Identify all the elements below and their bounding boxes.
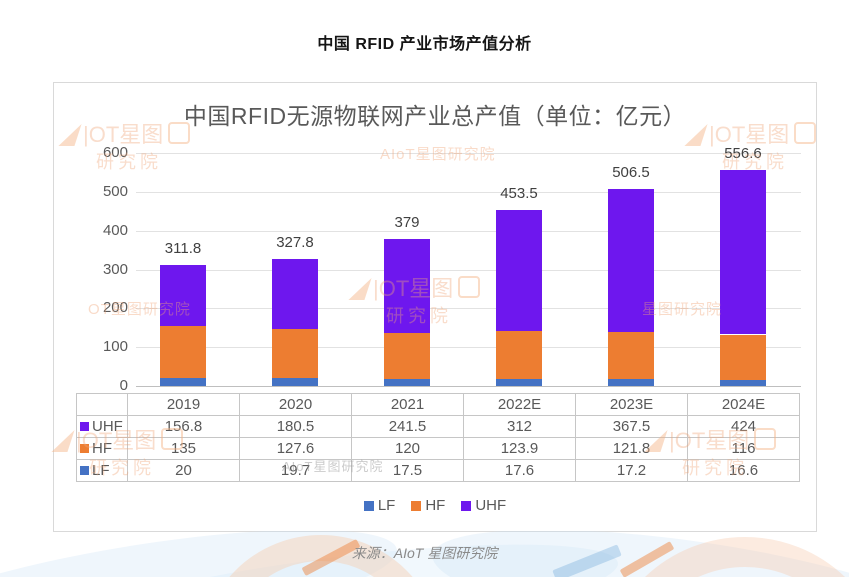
y-axis-tick-label: 600 <box>102 144 128 161</box>
series-marker-icon <box>80 466 89 475</box>
bar-total-label: 506.5 <box>612 164 650 182</box>
table-header-cell: 2024E <box>688 394 800 416</box>
bar-segment-hf-2023E <box>608 332 654 380</box>
bar-total-label: 311.8 <box>164 239 202 257</box>
bar-segment-uhf-2021 <box>384 238 430 333</box>
series-marker-icon <box>80 422 89 431</box>
table-value-cell: 367.5 <box>576 416 688 438</box>
bar-segment-lf-2022E <box>496 379 542 386</box>
y-axis-tick-label: 300 <box>102 260 128 278</box>
source-caption: 来源：AIoT 星图研究院 <box>351 545 498 561</box>
bar-segment-uhf-2022E <box>496 209 542 332</box>
table-value-cell: 17.5 <box>352 460 464 482</box>
bar-total-label: 327.8 <box>276 233 314 251</box>
bar-segment-lf-2019 <box>160 378 206 386</box>
table-value-cell: 17.2 <box>576 460 688 482</box>
table-value-cell: 312 <box>464 416 576 438</box>
series-name: UHF <box>92 418 123 435</box>
legend-label: UHF <box>475 497 507 514</box>
chart-panel: 中国RFID无源物联网产业总产值（单位：亿元） 0 100 200 300 400 500… <box>53 82 817 532</box>
chart-title: 中国RFID无源物联网产业总产值（单位：亿元） <box>183 103 687 129</box>
bar-total-label: 556.6 <box>724 144 762 162</box>
legend-item-hf: HF <box>411 497 445 514</box>
bar-total-label: 453.5 <box>500 184 538 202</box>
legend-label: LF <box>377 497 396 514</box>
table-value-cell: 17.6 <box>464 460 576 482</box>
table-value-cell: 20 <box>128 460 240 482</box>
bar-total-label: 379 <box>394 213 420 231</box>
bar-segment-hf-2024E <box>720 334 766 380</box>
table-value-cell: 19.7 <box>240 460 352 482</box>
gridline <box>136 347 801 349</box>
bar-segment-lf-2020 <box>272 378 318 386</box>
table-header-cell: 2022E <box>464 394 576 416</box>
table-row-label: HF <box>77 438 128 460</box>
chart-legend: LF HF UHF <box>54 497 816 514</box>
y-axis-tick-label: 200 <box>102 299 128 317</box>
table-value-cell: 156.8 <box>128 416 240 438</box>
table-header-cell: 2019 <box>128 394 240 416</box>
gridline <box>136 269 801 271</box>
table-header-cell: 2020 <box>240 394 352 416</box>
bar-segment-uhf-2020 <box>272 258 318 329</box>
legend-label: HF <box>425 497 446 514</box>
y-axis-tick-label: 500 <box>102 182 128 200</box>
bar-segment-hf-2022E <box>496 331 542 380</box>
bar-segment-hf-2020 <box>272 328 318 379</box>
table-row-label: LF <box>77 460 128 482</box>
legend-marker-icon <box>363 500 374 511</box>
table-row-label: UHF <box>77 416 128 438</box>
y-axis-tick-label: 100 <box>102 338 128 356</box>
bar-segment-uhf-2024E <box>720 169 766 335</box>
table-value-cell: 116 <box>688 438 800 460</box>
legend-marker-icon <box>461 500 472 511</box>
y-axis-tick-label: 400 <box>102 221 128 239</box>
table-header-cell: 2023E <box>576 394 688 416</box>
table-value-cell: 241.5 <box>352 416 464 438</box>
legend-marker-icon <box>411 500 422 511</box>
y-axis-tick-label: 0 <box>119 377 128 394</box>
bar-segment-uhf-2023E <box>608 189 654 332</box>
table-value-cell: 121.8 <box>576 438 688 460</box>
bar-segment-hf-2021 <box>384 332 430 380</box>
table-value-cell: 180.5 <box>240 416 352 438</box>
series-name: LF <box>92 462 110 479</box>
bar-segment-lf-2021 <box>384 379 430 386</box>
bar-segment-lf-2024E <box>720 379 766 386</box>
table-value-cell: 424 <box>688 416 800 438</box>
gridline <box>136 386 801 387</box>
table-value-cell: 120 <box>352 438 464 460</box>
gridline <box>136 230 801 232</box>
gridline <box>136 308 801 310</box>
gridline <box>136 191 801 193</box>
page-title: 中国 RFID 产业市场产值分析 <box>317 36 532 53</box>
gridline <box>136 153 801 154</box>
legend-item-lf: LF <box>363 497 396 514</box>
bar-segment-uhf-2019 <box>160 264 206 326</box>
table-value-cell: 16.6 <box>688 460 800 482</box>
table-value-cell: 135 <box>128 438 240 460</box>
legend-item-uhf: UHF <box>461 497 506 514</box>
bar-segment-lf-2023E <box>608 379 654 386</box>
series-name: HF <box>92 440 112 457</box>
table-corner-cell <box>77 394 128 416</box>
table-value-cell: 127.6 <box>240 438 352 460</box>
table-value-cell: 123.9 <box>464 438 576 460</box>
data-table: 2019 2020 2021 2022E 2023E 2024E UHF 156.8 180.5… <box>76 393 800 482</box>
bar-segment-hf-2019 <box>160 325 206 379</box>
table-header-cell: 2021 <box>352 394 464 416</box>
series-marker-icon <box>80 444 89 453</box>
